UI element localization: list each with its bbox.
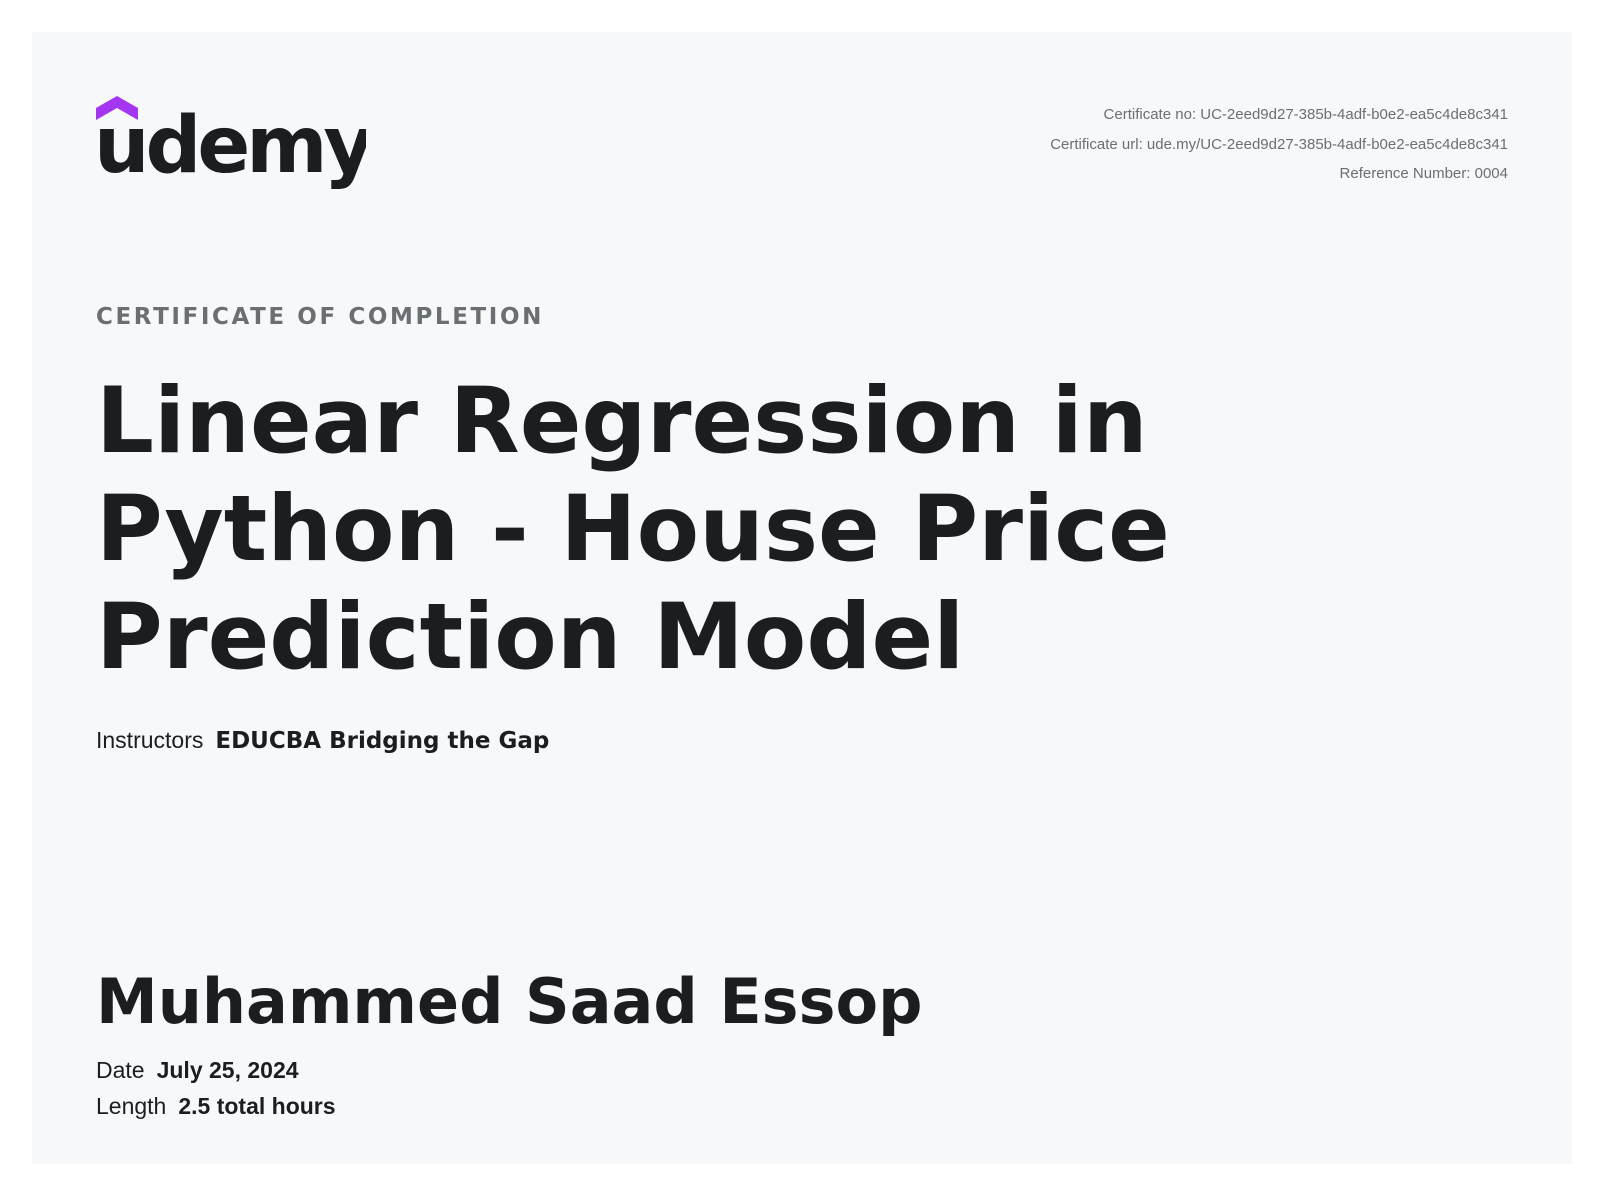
length-value: 2.5 total hours — [178, 1093, 336, 1119]
instructors-row: Instructors EDUCBA Bridging the Gap — [96, 727, 549, 754]
certificate-heading: CERTIFICATE OF COMPLETION — [96, 304, 544, 330]
certificate-url: ude.my/UC-2eed9d27-385b-4adf-b0e2-ea5c4d… — [1146, 135, 1508, 153]
length-row: Length 2.5 total hours — [96, 1093, 336, 1120]
date-value: July 25, 2024 — [156, 1057, 299, 1083]
reference-number-label: Reference Number: — [1339, 165, 1471, 182]
instructors-label: Instructors — [96, 727, 204, 753]
udemy-wordmark: udemy — [96, 101, 366, 191]
date-row: Date July 25, 2024 — [96, 1057, 299, 1084]
reference-number: 0004 — [1474, 165, 1508, 182]
udemy-wordmark-text: udemy — [96, 101, 366, 191]
length-label: Length — [96, 1093, 167, 1119]
certificate-number-row: Certificate no: UC-2eed9d27-385b-4adf-b0… — [1050, 100, 1508, 130]
udemy-cap-icon — [96, 96, 138, 120]
udemy-logo: udemy — [96, 96, 366, 196]
date-label: Date — [96, 1057, 145, 1083]
instructors-name: EDUCBA Bridging the Gap — [215, 728, 550, 754]
certificate-url-label: Certificate url: — [1050, 135, 1143, 153]
certificate-number-label: Certificate no: — [1103, 106, 1197, 123]
certificate-meta: Certificate no: UC-2eed9d27-385b-4adf-b0… — [1050, 100, 1508, 189]
certificate-url-row: Certificate url: ude.my/UC-2eed9d27-385b… — [1050, 130, 1508, 160]
course-title: Linear Regression in Python - House Pric… — [96, 369, 1170, 690]
reference-number-row: Reference Number: 0004 — [1050, 159, 1508, 189]
student-name: Muhammed Saad Essop — [96, 965, 923, 1038]
certificate-number: UC-2eed9d27-385b-4adf-b0e2-ea5c4de8c341 — [1200, 106, 1508, 123]
certificate-page: udemy Certificate no: UC-2eed9d27-385b-4… — [32, 32, 1572, 1164]
